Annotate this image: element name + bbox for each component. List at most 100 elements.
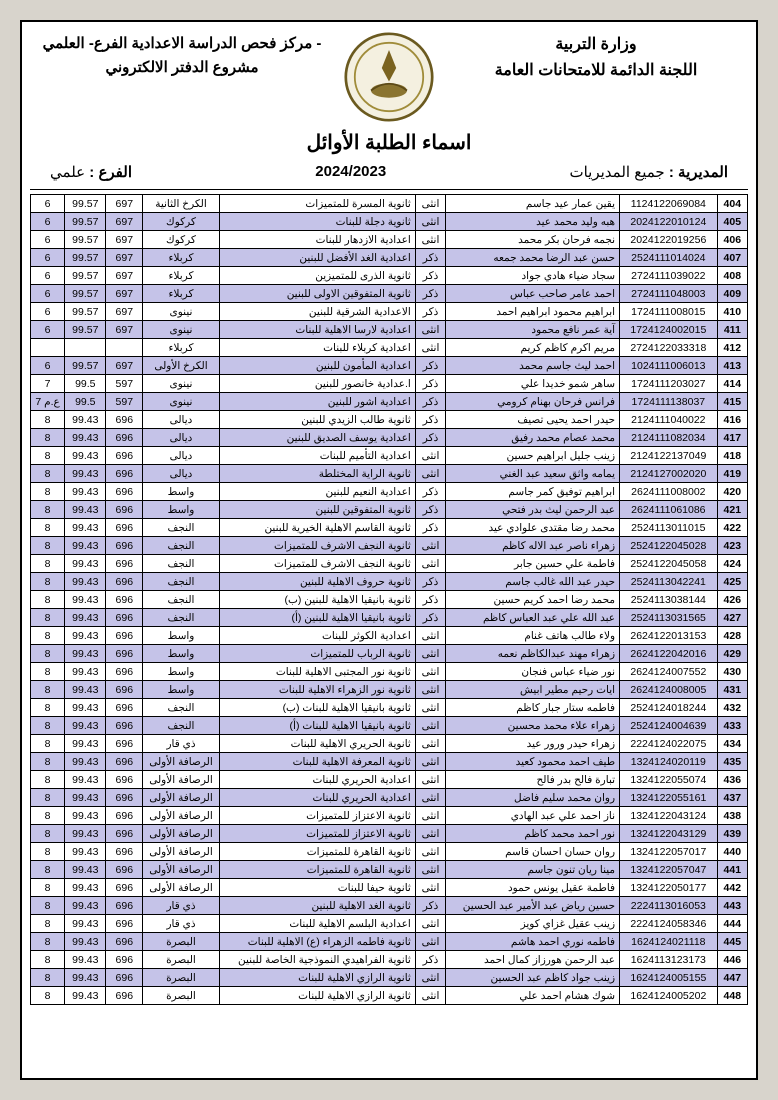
cell-gender: ذكر — [415, 951, 445, 969]
cell-name: ناز احمد علي عبد الهادي — [446, 807, 620, 825]
cell-name: شوك هشام احمد علي — [446, 987, 620, 1005]
table-row: 4162124111040022حيدر احمد يحيى تصيفذكرثا… — [31, 411, 748, 429]
cell-examno: 1124122069084 — [620, 195, 718, 213]
cell-avg: 99.43 — [65, 879, 106, 897]
cell-avg: 99.43 — [65, 645, 106, 663]
cell-total: 696 — [106, 627, 143, 645]
directorate-label: المديرية : — [669, 164, 728, 181]
cell-rank: 6 — [31, 249, 65, 267]
cell-rank: 8 — [31, 483, 65, 501]
cell-seq: 447 — [717, 969, 747, 987]
cell-name: هبه وليد محمد عيد — [446, 213, 620, 231]
cell-total: 696 — [106, 429, 143, 447]
cell-gender: انثى — [415, 339, 445, 357]
cell-total: 696 — [106, 447, 143, 465]
cell-gender: ذكر — [415, 285, 445, 303]
cell-gender: انثى — [415, 879, 445, 897]
cell-seq: 424 — [717, 555, 747, 573]
cell-rank: 8 — [31, 969, 65, 987]
cell-gov: نينوى — [143, 303, 219, 321]
cell-gov: ذي قار — [143, 735, 219, 753]
cell-gender: انثى — [415, 969, 445, 987]
branch-label: الفرع : — [89, 164, 132, 181]
cell-school: اعدادية النعيم للبنين — [219, 483, 415, 501]
cell-examno: 2524122045058 — [620, 555, 718, 573]
table-row: 4192124127002020يمامه واثق سعيد عبد الغن… — [31, 465, 748, 483]
cell-gov: كربلاء — [143, 285, 219, 303]
cell-gov: الكرخ الثانية — [143, 195, 219, 213]
cell-school: اعدادية المأمون للبنين — [219, 357, 415, 375]
cell-gender: ذكر — [415, 501, 445, 519]
cell-gender: ذكر — [415, 249, 445, 267]
cell-name: نور احمد محمد كاظم — [446, 825, 620, 843]
cell-examno: 1324122057047 — [620, 861, 718, 879]
cell-gender: ذكر — [415, 519, 445, 537]
table-row: 4461624113123173عبد الرحمن هورزاز كمال ا… — [31, 951, 748, 969]
cell-avg: 99.57 — [65, 285, 106, 303]
cell-gov: نينوى — [143, 393, 219, 411]
cell-seq: 443 — [717, 897, 747, 915]
cell-name: زهراء حيدر ورور عيد — [446, 735, 620, 753]
cell-total: 696 — [106, 663, 143, 681]
cell-examno: 2524124018244 — [620, 699, 718, 717]
cell-school: ثانوية القاهرة للمتميزات — [219, 861, 415, 879]
table-row: 4302624124007552نور ضياء عباس فنجانانثىث… — [31, 663, 748, 681]
cell-rank: 8 — [31, 645, 65, 663]
cell-gender: انثى — [415, 843, 445, 861]
table-row: 4371324122055161روان محمد سليم فاضلانثىا… — [31, 789, 748, 807]
cell-gender: انثى — [415, 663, 445, 681]
cell-examno: 1324122057017 — [620, 843, 718, 861]
cell-gender: انثى — [415, 537, 445, 555]
cell-examno: 2624122042016 — [620, 645, 718, 663]
cell-total: 696 — [106, 591, 143, 609]
cell-avg: 99.43 — [65, 933, 106, 951]
cell-examno: 1324122050177 — [620, 879, 718, 897]
table-row: 4141724111203027ساهر شمو خديدا عليذكرا.ع… — [31, 375, 748, 393]
cell-examno: 2524122045028 — [620, 537, 718, 555]
cell-rank: 8 — [31, 519, 65, 537]
cell-total: 696 — [106, 771, 143, 789]
cell-avg: 99.57 — [65, 357, 106, 375]
cell-school: ثانوية المعرفة الاهلية للبنات — [219, 753, 415, 771]
cell-seq: 438 — [717, 807, 747, 825]
cell-rank: 6 — [31, 303, 65, 321]
cell-gov: الرصافة الأولى — [143, 861, 219, 879]
cell-avg: 99.43 — [65, 771, 106, 789]
cell-total: 696 — [106, 699, 143, 717]
cell-gov: الرصافة الأولى — [143, 771, 219, 789]
table-row: 4182124122137049زينب جليل ابراهيم حسينان… — [31, 447, 748, 465]
cell-avg: 99.43 — [65, 537, 106, 555]
cell-name: ولاء طالب هاتف غنام — [446, 627, 620, 645]
cell-name: ساهر شمو خديدا علي — [446, 375, 620, 393]
cell-school: ثانوية الحريري الاهلية للبنات — [219, 735, 415, 753]
center-line1: - مركز فحص الدراسة الاعدادية الفرع- العل… — [30, 32, 334, 56]
table-row: 4322524124018244فاطمه ستار جبار كاظمانثى… — [31, 699, 748, 717]
year: 2024/2023 — [315, 163, 386, 181]
cell-school: اعدادية كربلاء للبنات — [219, 339, 415, 357]
cell-seq: 426 — [717, 591, 747, 609]
branch-value: علمي — [50, 164, 85, 181]
cell-gov: كركوك — [143, 231, 219, 249]
cell-school: ا.عدادية خانصور للبنين — [219, 375, 415, 393]
cell-name: محمد رضا احمد كريم حسين — [446, 591, 620, 609]
cell-total: 697 — [106, 249, 143, 267]
cell-name: فاطمه ستار جبار كاظم — [446, 699, 620, 717]
table-row: 4361324122055074تبارة فالح بدر فالحانثىا… — [31, 771, 748, 789]
cell-total: 697 — [106, 213, 143, 231]
table-row: 4212624111061086عبد الرحمن ليث بدر فتحيذ… — [31, 501, 748, 519]
cell-total: 696 — [106, 717, 143, 735]
table-row: 4092724111048003احمد عامر صاحب عباسذكرثا… — [31, 285, 748, 303]
cell-total: 697 — [106, 195, 143, 213]
cell-total: 696 — [106, 411, 143, 429]
cell-seq: 444 — [717, 915, 747, 933]
cell-total: 696 — [106, 483, 143, 501]
cell-total: 696 — [106, 645, 143, 663]
cell-rank: 8 — [31, 735, 65, 753]
cell-examno: 1324122055074 — [620, 771, 718, 789]
cell-rank: 8 — [31, 789, 65, 807]
cell-school: اعدادية الحريري للبنات — [219, 771, 415, 789]
header-left: - مركز فحص الدراسة الاعدادية الفرع- العل… — [30, 32, 334, 80]
cell-seq: 405 — [717, 213, 747, 231]
cell-name: فاطمه نوري احمد هاشم — [446, 933, 620, 951]
cell-gender: انثى — [415, 555, 445, 573]
